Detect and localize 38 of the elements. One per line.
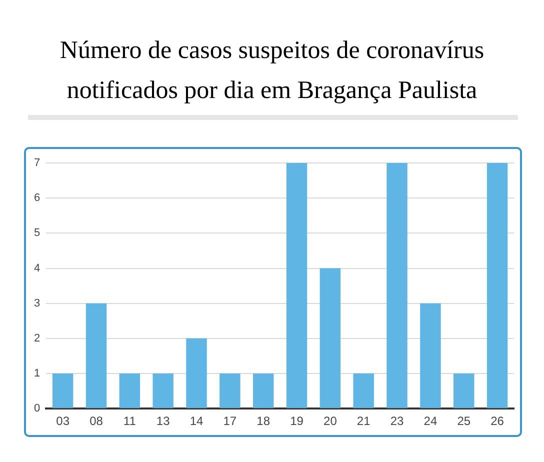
bar [119,374,140,408]
y-tick-label: 2 [34,332,40,344]
bar [220,374,240,408]
bar [286,163,308,408]
bar [454,374,474,408]
x-tick-label: 14 [190,414,204,428]
y-tick-label: 7 [34,157,40,170]
y-tick-label: 3 [34,297,40,310]
y-tick-label: 5 [34,227,40,240]
chart-frame: 03 08 11 13 14 17 18 19 20 21 23 24 25 26 0 1 23 4 5 6 7 [24,147,522,437]
x-tick-label: 19 [290,414,304,428]
x-tick-label: 21 [356,414,371,428]
x-tick-label: 18 [256,414,270,428]
x-tick-label: 24 [424,414,438,428]
y-tick-label: 4 [34,262,40,274]
x-tick-label: 17 [223,414,237,428]
x-tick-label: 11 [123,414,136,428]
chart-title: Número de casos suspeitos de coronavírus notificados por dia em Bragança Paulista [58,36,486,106]
bar [186,338,207,408]
bar [252,374,274,408]
bar [320,268,341,408]
bar [86,303,107,408]
y-tick-label: 0 [34,402,40,415]
x-tick-label: 08 [90,414,104,428]
x-tick-label: 13 [156,414,170,428]
bar [386,163,408,408]
bar [420,303,441,408]
x-tick-label: 23 [390,414,404,428]
bar [353,374,374,408]
x-tick-label: 20 [324,414,338,428]
y-tick-label: 6 [34,192,40,204]
bar [486,163,508,408]
x-tick-label: 26 [490,414,504,428]
y-tick-label: 1 [34,368,40,380]
x-tick-label: 03 [56,414,70,428]
bar [152,374,174,408]
bar [52,374,74,408]
x-tick-label: 25 [457,414,471,428]
